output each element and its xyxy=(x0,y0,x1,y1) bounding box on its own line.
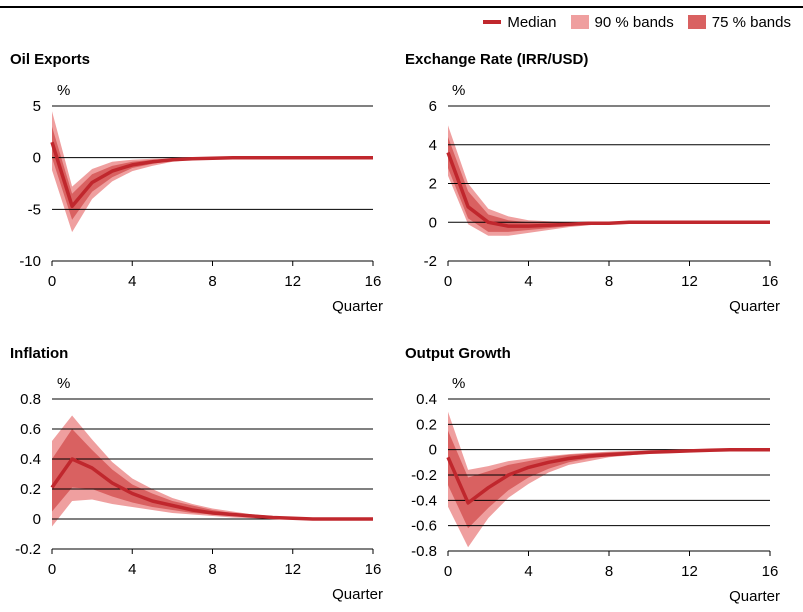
x-axis-label: Quarter xyxy=(729,298,780,315)
legend-label-75-bands: 75 % bands xyxy=(711,13,791,31)
y-tick-label: -2 xyxy=(424,253,437,270)
y-tick-label: 0 xyxy=(33,511,41,528)
x-tick-label: 8 xyxy=(208,561,216,578)
y-tick-label: 0.6 xyxy=(20,421,41,438)
y-tick-label: 5 xyxy=(33,98,41,115)
median-line xyxy=(446,151,770,228)
x-tick-label: 4 xyxy=(128,273,136,290)
chart-panel-4: Output Growth% 0.4 0.2 0 -0.2 -0.4 -0.6 -0.8 0 4 8… xyxy=(405,345,780,605)
legend-swatch-75-bands xyxy=(687,15,706,29)
x-axis-label: Quarter xyxy=(332,586,383,603)
legend-swatch-90-bands xyxy=(570,15,589,29)
x-tick-label: 8 xyxy=(605,273,613,290)
chart-title: Inflation xyxy=(10,345,68,362)
y-axis-unit-label: % xyxy=(452,375,465,392)
y-axis-unit-label: % xyxy=(57,82,70,99)
median-line xyxy=(50,457,373,521)
y-tick-label: 0.2 xyxy=(416,416,437,433)
y-tick-label: 0 xyxy=(33,150,41,167)
chart-title: Oil Exports xyxy=(10,51,90,68)
legend-item-median: Median xyxy=(483,13,557,31)
band-75 xyxy=(448,430,770,529)
y-tick-label: -0.8 xyxy=(411,543,437,560)
x-tick-label: 4 xyxy=(128,561,136,578)
x-axis-label: Quarter xyxy=(729,588,780,605)
x-tick-label: 0 xyxy=(444,563,452,580)
x-tick-label: 12 xyxy=(681,273,698,290)
chart-panel-1: Oil Exports% 5 0 -5 -10 0 4 8 12 16 Quarter xyxy=(10,51,383,315)
x-tick-label: 4 xyxy=(524,563,532,580)
y-tick-label: 0.2 xyxy=(20,481,41,498)
y-tick-label: -10 xyxy=(19,253,41,270)
y-axis-unit-label: % xyxy=(452,82,465,99)
band-75 xyxy=(52,429,373,519)
legend: Median 90 % bands 75 % bands xyxy=(469,12,791,32)
legend-item-90-bands: 90 % bands xyxy=(570,13,674,31)
legend-item-75-bands: 75 % bands xyxy=(687,13,791,31)
y-tick-label: 0.4 xyxy=(20,451,41,468)
y-tick-label: -0.2 xyxy=(15,541,41,558)
legend-swatch-median xyxy=(483,20,502,24)
chart-title: Exchange Rate (IRR/USD) xyxy=(405,51,588,68)
x-tick-label: 4 xyxy=(524,273,532,290)
x-tick-label: 16 xyxy=(365,561,382,578)
x-tick-label: 12 xyxy=(284,561,301,578)
median-line xyxy=(50,141,373,208)
y-tick-label: 4 xyxy=(429,137,437,154)
chart-title: Output Growth xyxy=(405,345,511,362)
median-line xyxy=(446,447,770,505)
x-tick-label: 12 xyxy=(681,563,698,580)
x-tick-label: 16 xyxy=(762,563,779,580)
x-tick-label: 12 xyxy=(284,273,301,290)
y-tick-label: 0 xyxy=(429,442,437,459)
y-tick-label: -5 xyxy=(28,201,41,218)
y-tick-label: -0.4 xyxy=(411,492,437,509)
x-tick-label: 8 xyxy=(208,273,216,290)
chart-panel-3: Inflation% 0.8 0.6 0.4 0.2 0 -0.2 0 4 8 12 16 Quarte… xyxy=(10,345,383,603)
band-75 xyxy=(448,137,770,232)
top-rule xyxy=(0,6,803,8)
x-tick-label: 0 xyxy=(48,561,56,578)
y-tick-label: -0.6 xyxy=(411,518,437,535)
y-axis-unit-label: % xyxy=(57,375,70,392)
x-axis-label: Quarter xyxy=(332,298,383,315)
y-tick-label: 0.8 xyxy=(20,391,41,408)
y-tick-label: 0.4 xyxy=(416,391,437,408)
x-tick-label: 8 xyxy=(605,563,613,580)
y-tick-label: 2 xyxy=(429,176,437,193)
y-tick-label: -0.2 xyxy=(411,467,437,484)
x-tick-label: 0 xyxy=(48,273,56,290)
y-tick-label: 0 xyxy=(429,214,437,231)
legend-label-90-bands: 90 % bands xyxy=(594,13,674,31)
y-tick-label: 6 xyxy=(429,98,437,115)
band-75 xyxy=(52,126,373,220)
chart-panel-2: Exchange Rate (IRR/USD)% 6 4 2 0 -2 0 4 8 12 16 Qua… xyxy=(405,51,780,315)
legend-label-median: Median xyxy=(507,13,557,31)
x-tick-label: 16 xyxy=(762,273,779,290)
x-tick-label: 0 xyxy=(444,273,452,290)
x-tick-label: 16 xyxy=(365,273,382,290)
